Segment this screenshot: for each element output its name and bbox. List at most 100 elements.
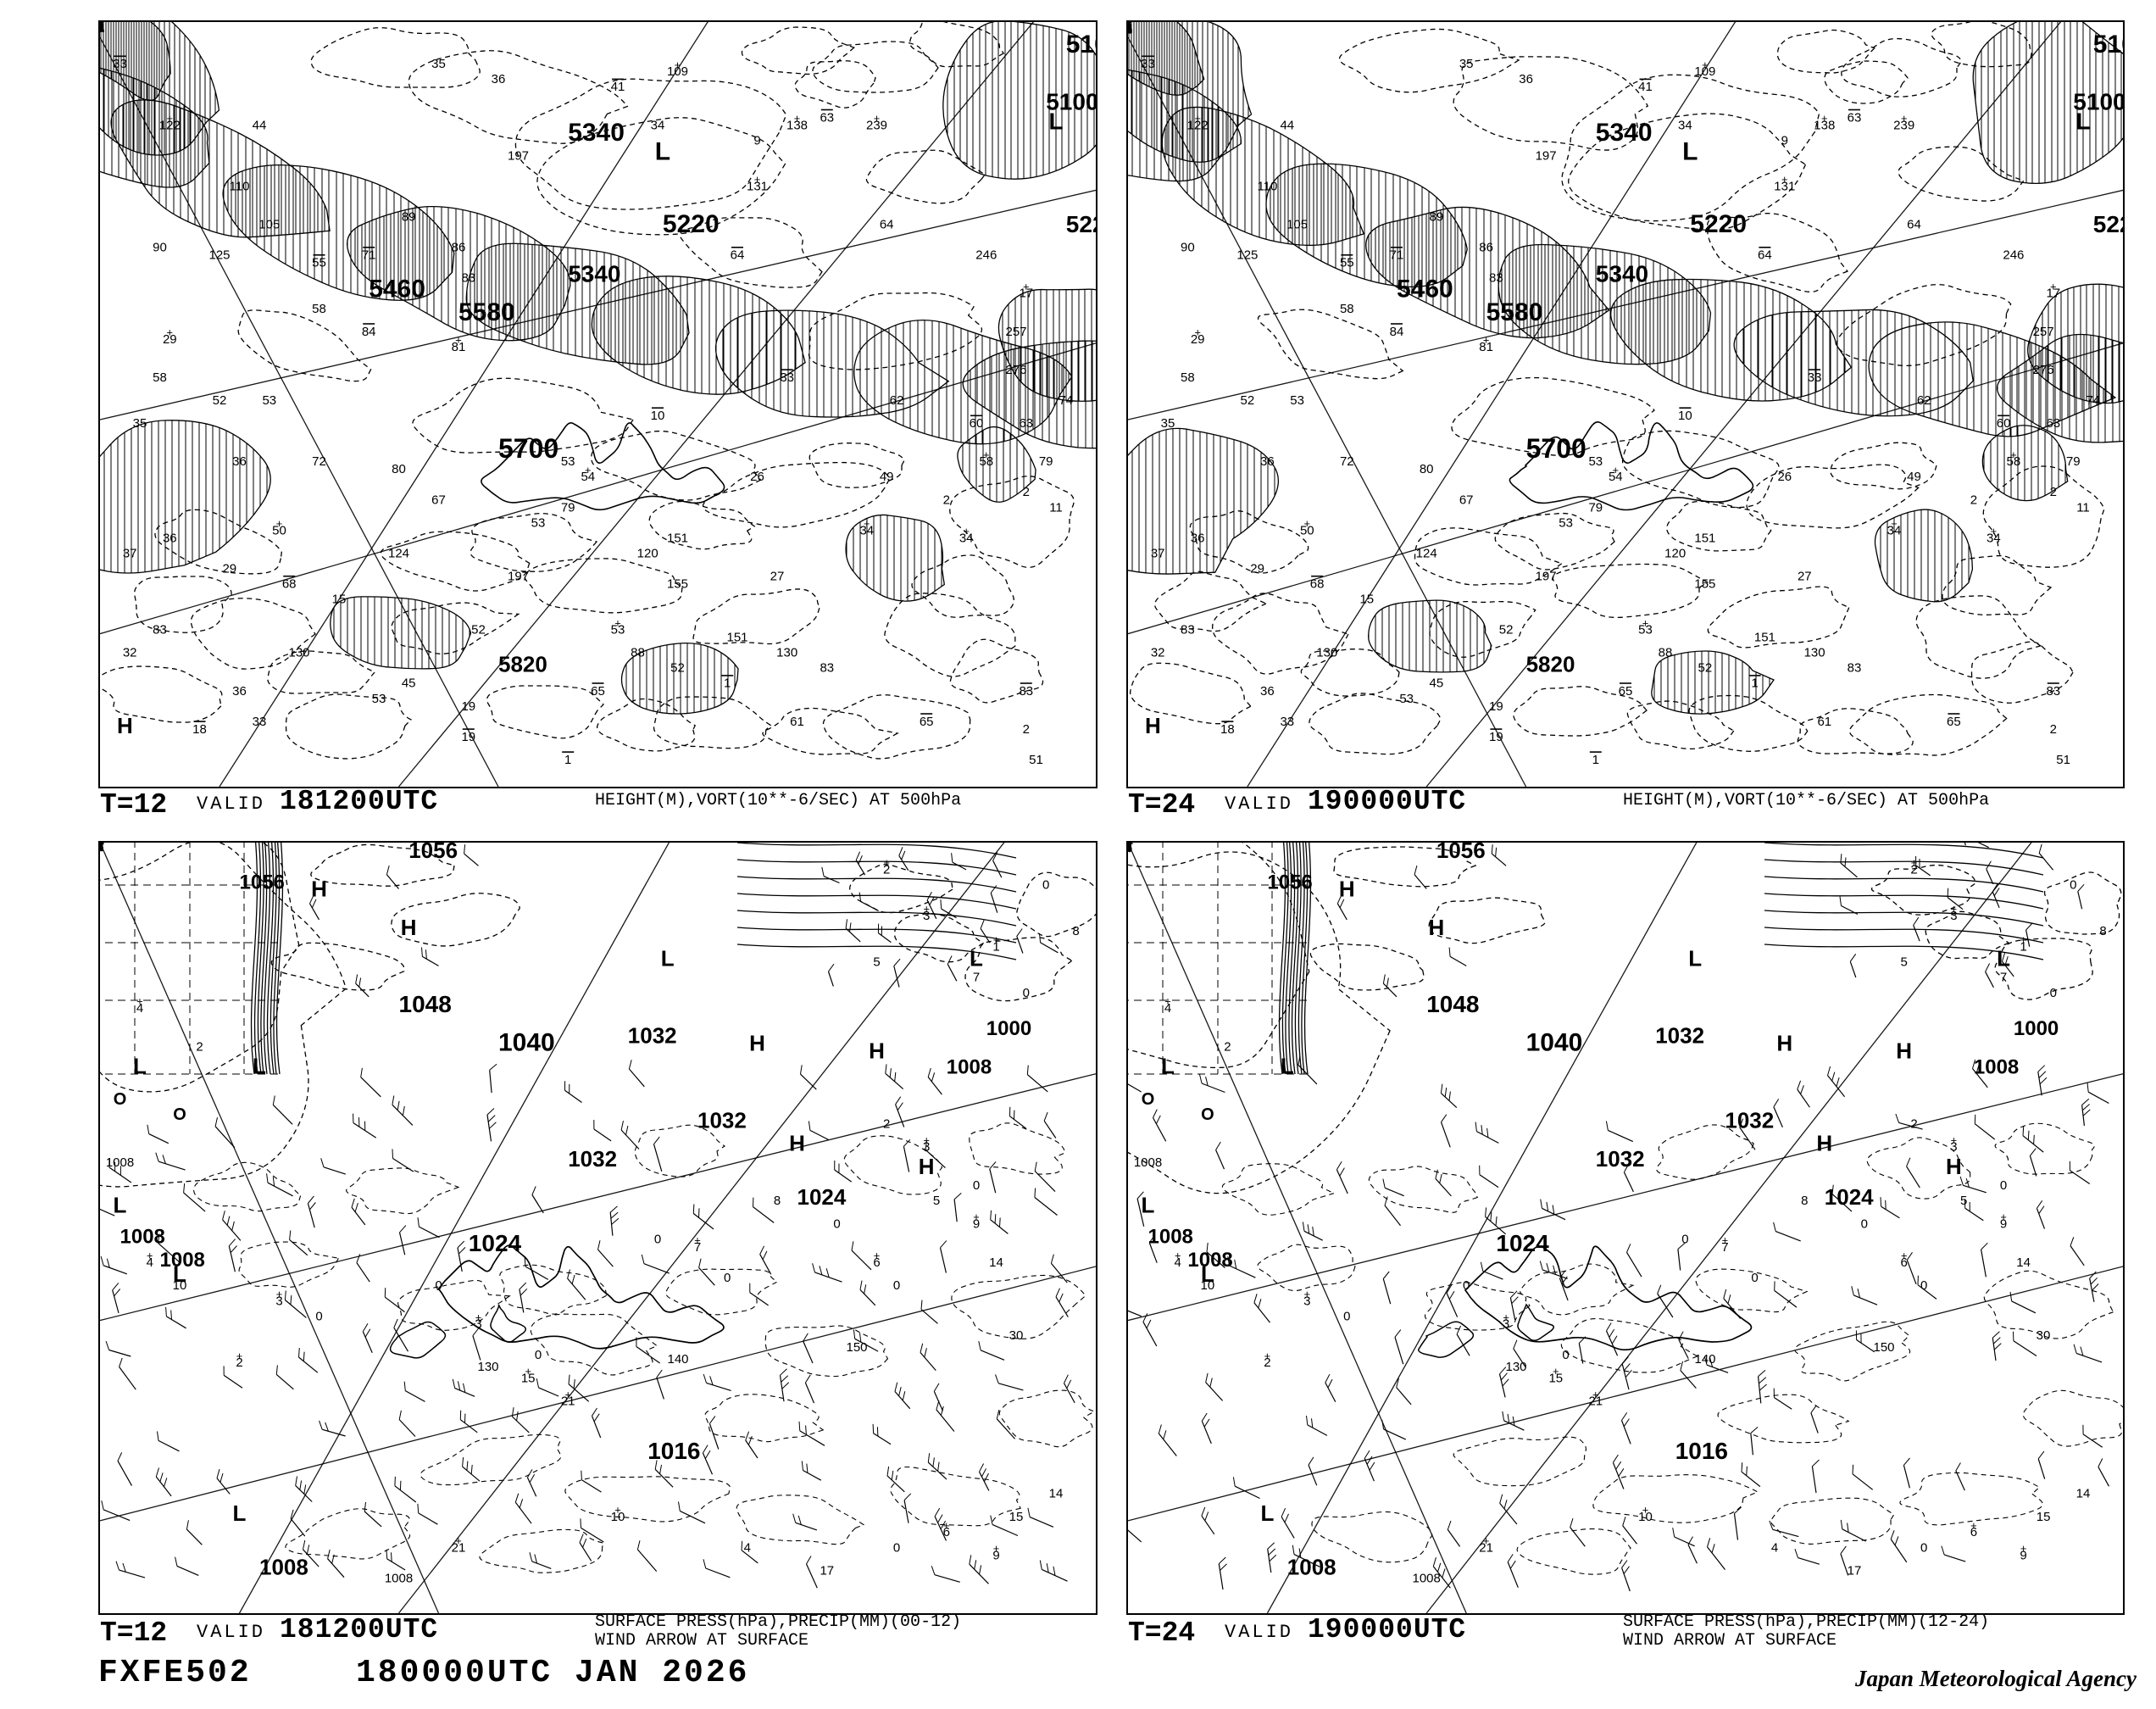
svg-text:L: L	[233, 1500, 247, 1526]
svg-text:+: +	[2020, 1542, 2026, 1555]
svg-text:53: 53	[1399, 692, 1414, 706]
svg-text:+: +	[1722, 1234, 1728, 1247]
svg-text:150: 150	[846, 1340, 867, 1355]
svg-text:+: +	[276, 517, 282, 530]
svg-text:+: +	[1702, 58, 1708, 71]
svg-text:83: 83	[2046, 684, 2060, 699]
svg-text:0: 0	[315, 1310, 322, 1324]
svg-text:150: 150	[1873, 1340, 1894, 1355]
svg-text:1: 1	[1592, 753, 1599, 767]
svg-text:30: 30	[1009, 1328, 1024, 1343]
svg-text:14: 14	[1049, 1487, 1064, 1501]
svg-text:0: 0	[1042, 878, 1049, 893]
svg-text:2: 2	[2050, 722, 2057, 737]
svg-text:1048: 1048	[399, 991, 452, 1017]
svg-text:1056: 1056	[1267, 871, 1312, 894]
svg-text:151: 151	[1694, 531, 1715, 545]
svg-text:+: +	[1503, 1311, 1509, 1323]
svg-text:5820: 5820	[1526, 652, 1575, 677]
svg-text:124: 124	[1416, 546, 1437, 560]
svg-text:5220: 5220	[2093, 211, 2123, 237]
svg-text:0: 0	[654, 1233, 661, 1247]
svg-text:0: 0	[1920, 1540, 1927, 1555]
svg-text:37: 37	[1151, 546, 1165, 560]
svg-text:+: +	[1164, 995, 1170, 1008]
svg-text:105: 105	[1286, 218, 1308, 232]
svg-text:35: 35	[1459, 57, 1474, 71]
svg-text:+: +	[147, 1250, 153, 1262]
svg-text:0: 0	[2000, 1178, 2007, 1193]
svg-text:+: +	[2050, 281, 2056, 293]
svg-text:30: 30	[2037, 1328, 2051, 1343]
svg-text:+: +	[1991, 525, 1997, 537]
svg-text:1: 1	[564, 753, 571, 767]
svg-text:5100: 5100	[2073, 89, 2123, 115]
svg-text:72: 72	[312, 454, 326, 469]
svg-text:1008: 1008	[106, 1155, 134, 1170]
svg-text:O: O	[1142, 1090, 1155, 1109]
svg-text:5100: 5100	[1066, 31, 1096, 58]
svg-text:125: 125	[1236, 248, 1258, 263]
svg-text:1056: 1056	[408, 843, 458, 863]
svg-text:1008: 1008	[160, 1249, 205, 1272]
svg-text:2: 2	[2050, 485, 2057, 499]
svg-text:58: 58	[153, 370, 167, 385]
svg-text:+: +	[1781, 173, 1787, 186]
svg-text:88: 88	[631, 646, 645, 660]
svg-text:130: 130	[477, 1360, 498, 1374]
svg-text:+: +	[1483, 1534, 1489, 1547]
svg-text:+: +	[1194, 326, 1200, 339]
svg-text:37: 37	[123, 546, 137, 560]
svg-text:72: 72	[1340, 454, 1354, 469]
svg-text:1008: 1008	[385, 1572, 413, 1586]
svg-text:O: O	[114, 1090, 127, 1109]
svg-text:L: L	[1682, 137, 1698, 165]
svg-text:+: +	[993, 933, 999, 946]
svg-text:19: 19	[461, 730, 475, 744]
svg-text:53: 53	[531, 515, 546, 530]
svg-text:8: 8	[2099, 924, 2106, 938]
svg-text:151: 151	[726, 631, 747, 645]
svg-text:246: 246	[2003, 248, 2024, 263]
svg-text:33: 33	[780, 370, 794, 385]
svg-text:+: +	[1951, 1133, 1957, 1146]
svg-text:110: 110	[1257, 179, 1277, 193]
svg-text:5100: 5100	[1046, 89, 1096, 115]
svg-text:63: 63	[2046, 416, 2060, 431]
svg-text:H: H	[311, 877, 327, 902]
svg-text:+: +	[276, 1288, 282, 1300]
svg-text:1024: 1024	[1496, 1230, 1549, 1256]
svg-text:7: 7	[973, 971, 980, 985]
svg-text:0: 0	[535, 1348, 542, 1362]
svg-text:+: +	[754, 173, 760, 186]
svg-text:80: 80	[392, 462, 406, 476]
svg-text:86: 86	[1479, 241, 1493, 255]
svg-text:64: 64	[880, 218, 894, 232]
svg-text:49: 49	[1907, 470, 1921, 484]
svg-text:71: 71	[1390, 248, 1404, 263]
svg-text:58: 58	[1340, 302, 1354, 316]
svg-text:1008: 1008	[259, 1555, 308, 1580]
svg-text:276: 276	[1005, 363, 1026, 377]
svg-text:+: +	[455, 1534, 461, 1547]
svg-text:53: 53	[1290, 393, 1304, 408]
svg-text:+: +	[1553, 1365, 1559, 1378]
svg-text:0: 0	[724, 1271, 731, 1285]
svg-text:H: H	[1145, 713, 1161, 738]
svg-text:7: 7	[2000, 971, 2007, 985]
svg-text:60: 60	[1997, 416, 2011, 431]
svg-text:84: 84	[362, 325, 376, 339]
svg-text:0: 0	[1751, 1271, 1758, 1285]
svg-text:155: 155	[667, 577, 688, 592]
svg-text:1008: 1008	[1148, 1226, 1193, 1249]
svg-text:33: 33	[1141, 57, 1155, 71]
svg-text:+: +	[2010, 448, 2016, 461]
svg-text:L: L	[1260, 1500, 1274, 1526]
svg-text:197: 197	[508, 148, 529, 163]
svg-text:52: 52	[1698, 661, 1713, 676]
svg-text:1008: 1008	[120, 1226, 165, 1249]
svg-text:L: L	[1281, 1054, 1294, 1079]
svg-text:H: H	[1339, 877, 1355, 902]
svg-text:2: 2	[1023, 722, 1030, 737]
svg-text:11: 11	[1049, 500, 1063, 515]
